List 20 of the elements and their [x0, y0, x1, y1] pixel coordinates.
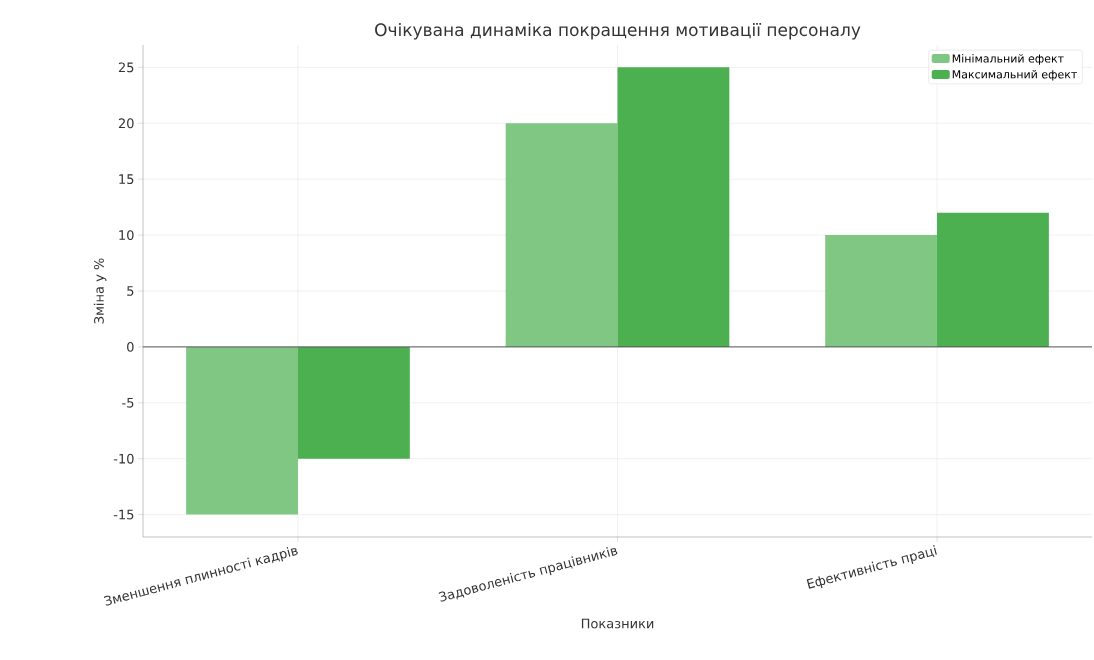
bar [297, 346, 410, 459]
y-tick-label: 5 [127, 286, 134, 296]
y-tick-label: 0 [127, 341, 134, 352]
bar [617, 67, 730, 347]
bar [825, 235, 938, 347]
bar [505, 123, 618, 347]
bar [937, 212, 1049, 347]
legend-label: Максимальний ефект [952, 69, 1077, 81]
y-tick-label: -15 [113, 509, 134, 520]
y-tick-label: 20 [118, 118, 134, 129]
y-tick-label: 15 [119, 174, 134, 185]
x-axis-title: Показники [581, 618, 654, 629]
y-tick-label: -5 [122, 397, 134, 408]
y-tick-label: 10 [119, 230, 134, 240]
y-tick-label: 25 [118, 62, 134, 73]
y-tick-label: -10 [113, 453, 134, 464]
y-axis-title: Зміна у % [93, 258, 107, 324]
chart-title: Очікувана динаміка покращення мотивації персоналу [375, 23, 861, 40]
bar [186, 346, 298, 515]
legend-label: Мінімальний ефект [952, 54, 1064, 65]
